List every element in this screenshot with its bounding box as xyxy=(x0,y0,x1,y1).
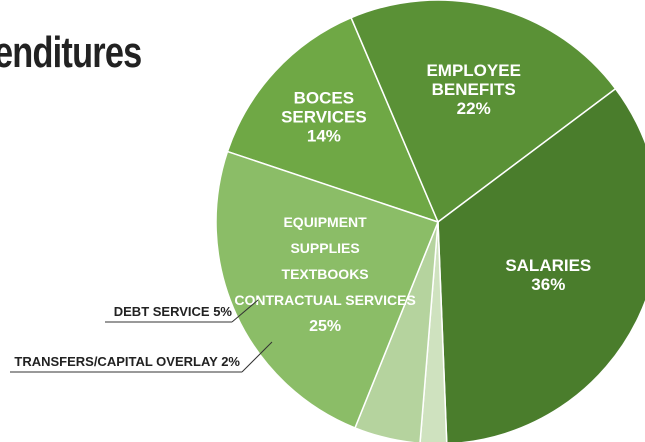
slice-3-label-line-1: SALARIES xyxy=(505,256,591,275)
slice-6-value-label: 25% xyxy=(309,318,341,335)
pie-slice-1 xyxy=(226,16,440,224)
transfers-callout: TRANSFERS/CAPITAL OVERLAY 2% xyxy=(14,354,240,369)
transfers-leader-diagonal xyxy=(241,341,273,373)
debt-service-callout: DEBT SERVICE 5% xyxy=(114,304,233,319)
pie-slice-2 xyxy=(350,0,617,224)
slice-6-label-line-3: TEXTBOOKS xyxy=(282,266,369,282)
chart-title: enditures xyxy=(0,28,142,77)
slice-6-label-line-4: CONTRACTUAL SERVICES xyxy=(234,292,416,308)
slice-6-label-line-1: EQUIPMENT xyxy=(283,214,367,230)
debt-service-leader-diagonal xyxy=(231,299,259,323)
slice-3-value-label: 36% xyxy=(531,275,565,294)
slice-2-value-label: 22% xyxy=(457,99,491,118)
pie-slice-4 xyxy=(419,221,448,442)
slice-1-label-line-1: BOCES xyxy=(294,89,354,108)
slice-6-label-line-2: SUPPLIES xyxy=(290,240,359,256)
slice-1-label-line-2: SERVICES xyxy=(281,108,367,127)
slice-2-label-line-2: BENEFITS xyxy=(432,80,516,99)
pie-slices xyxy=(215,0,645,442)
pie-slice-3 xyxy=(437,87,645,442)
slice-2-label-line-1: EMPLOYEE xyxy=(426,61,520,80)
slice-1-value-label: 14% xyxy=(307,127,341,146)
pie-slice-6 xyxy=(215,150,439,429)
